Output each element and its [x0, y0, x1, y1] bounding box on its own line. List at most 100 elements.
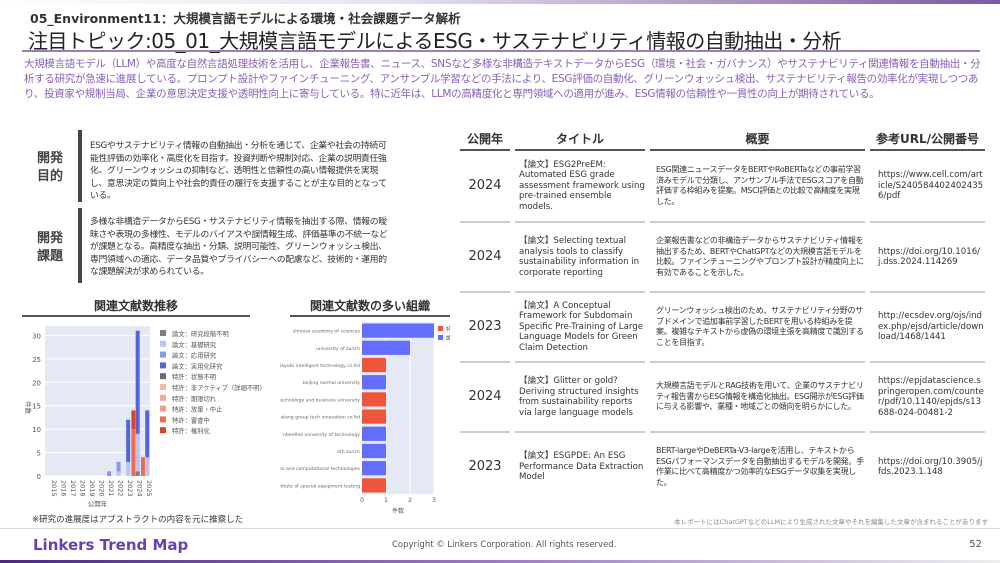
x-tick-label: 1 [384, 497, 388, 504]
org-bar [362, 426, 386, 441]
bar-segment [145, 457, 150, 476]
org-bar [362, 478, 386, 493]
purpose-label: 開発 目的 [36, 151, 63, 184]
llm-disclaimer: 本レポートにはChatGPTなどのLLMにより生成された文章やそれを編集した文章… [674, 518, 988, 526]
legend-label: 特許：審査中 [172, 415, 210, 424]
legend-label: 論文：応用研究 [172, 351, 217, 360]
org-label: federal research center for information … [280, 466, 361, 472]
table-row: 2023 【論文】A Conceptual Framework for Subdo… [460, 291, 985, 361]
row-title: 【論文】Selecting textual analysis tools to … [515, 221, 645, 291]
legend-label: 特許 [446, 325, 450, 333]
table-row: 2024 【論文】Glitter or gold? Deriving struct… [460, 361, 985, 431]
legend-swatch [160, 394, 166, 401]
legend-swatch [160, 427, 166, 434]
legend-swatch [160, 405, 166, 412]
col-url: 参考URL/公開番号 [870, 128, 985, 151]
col-summary: 概要 [650, 128, 865, 151]
bar-segment [135, 433, 140, 472]
row-url[interactable]: http://ecsdev.org/ojs/index.php/ejsd/art… [870, 291, 985, 361]
bar-segment [107, 471, 112, 476]
linkers-logo: Linkers Trend Map [33, 536, 189, 554]
row-summary: ESG関連ニュースデータをBERTやRoBERTaなどの事前学習済みモデルで分類… [656, 165, 864, 206]
bar-segment [126, 461, 131, 476]
x-tick-label: 2024 [136, 480, 144, 497]
footer: Linkers Trend Map Copyright © Linkers Co… [0, 528, 1000, 563]
col-title: タイトル [515, 128, 645, 151]
row-url[interactable]: https://doi.org/10.3905/jfds.2023.1.148 [870, 431, 985, 501]
org-label: nbeidhel university of technology [283, 432, 360, 438]
x-tick-label: 2020 [98, 480, 106, 497]
row-url[interactable]: https://doi.org/10.1016/j.dss.2024.11426… [870, 221, 985, 291]
row-summary: 大規模言語モデルとRAG技術を用いて、企業のサステナビリティ報告書からESG情報… [650, 361, 865, 431]
row-summary: グリーンウォッシュ検出のため、サステナビリティ分野のサブドメインで追加事前学習し… [650, 291, 865, 361]
row-url[interactable]: https://www.cell.com/article/S2405844024… [878, 170, 984, 202]
chart-note: ※研究の進展度はアブストラクトの内容を元に推察した [32, 515, 244, 525]
challenge-label: 開発 課題 [36, 231, 63, 264]
table-row: 2023 【論文】ESGPDE: An ESG Performance Data … [460, 431, 985, 501]
x-tick-label: 2 [408, 497, 412, 504]
org-bar [362, 443, 386, 459]
page-title: 注目トピック:05_01_大規模言語モデルによるESG・サステナビリティ情報の自… [28, 29, 842, 53]
legend-label: 論文 [446, 334, 450, 342]
y-tick-label: 0 [37, 473, 41, 481]
legend-label: 特許：放棄・中止 [172, 405, 222, 414]
row-year: 2024 [468, 177, 502, 193]
org-chart: 0 1 2 3 chinese academy of sciences universit… [280, 322, 450, 515]
legend-swatch [160, 384, 166, 390]
copyright: Copyright © Linkers Corporation. All rig… [392, 540, 617, 550]
legend-label: 特許：権利化 [172, 426, 210, 435]
x-tick-label: 2019 [88, 480, 96, 497]
org-bar [362, 323, 434, 338]
table-row: 2024 【論文】ESG2PreEM: Automated ESG grade a… [460, 151, 985, 221]
row-year: 2023 [460, 431, 510, 501]
legend-label: 特許：期限切れ [172, 394, 217, 403]
org-bar [362, 357, 386, 373]
bar-segment [135, 471, 140, 476]
x-tick-label: 2022 [117, 480, 125, 497]
x-tick-label: 2023 [126, 480, 134, 497]
row-year: 2023 [460, 291, 510, 361]
row-title: 【論文】ESGPDE: An ESG Performance Data Extr… [515, 431, 645, 501]
x-axis-label: 件数 [392, 507, 404, 515]
legend-swatch [438, 335, 443, 340]
purpose-bar [78, 130, 82, 202]
org-bar [362, 340, 410, 355]
purpose-text: ESGやサステナビリティ情報の自動抽出・分析を通じて、企業や社会の持続可能性評価… [90, 141, 387, 201]
legend-label: 特許：非アクティブ（詳細不明） [172, 383, 266, 392]
x-axis-label: 公開年 [88, 499, 108, 508]
bar-segment [116, 461, 121, 472]
reference-table: 公開年 タイトル 概要 参考URL/公開番号 2024 【論文】ESG2PreEM… [455, 128, 990, 501]
legend-label: 論文：基礎研究 [172, 340, 217, 349]
legend-swatch [160, 351, 166, 358]
legend-swatch [160, 330, 166, 336]
title-divider [22, 50, 980, 52]
row-year: 2024 [460, 361, 510, 431]
legend-label: 論文：実用化研究 [172, 361, 223, 370]
row-summary: 企業報告書などの非構造データからサステナビリティ情報を抽出するため、BERTやC… [650, 221, 865, 291]
table-row: 2024 【論文】Selecting textual analysis tools… [460, 221, 985, 291]
row-url[interactable]: https://epjdatascience.springeropen.com/… [870, 361, 985, 431]
challenge-text: 多様な非構造データからESG・サステナビリティ情報を抽出する際、情報の曖昧さや表… [90, 217, 388, 277]
legend-label: 論文：研究段階不明 [172, 329, 229, 338]
org-label: china datang group tech innovation co lt… [280, 415, 360, 421]
y-tick-label: 20 [32, 379, 41, 387]
y-tick-label: 5 [37, 450, 41, 458]
x-tick-label: 2018 [78, 480, 86, 497]
x-tick-label: 2017 [69, 480, 77, 497]
org-label: university of zurich [316, 346, 360, 352]
y-tick-label: 25 [32, 356, 41, 364]
row-summary: BERT-largeやDeBERTa-V3-largeを活用し、テキストからES… [650, 431, 865, 501]
x-tick-label: 2025 [145, 480, 153, 497]
legend-label: 特許：状態不明 [172, 372, 216, 381]
y-tick-label: 10 [32, 426, 41, 434]
org-label: beijing normal university [303, 380, 360, 386]
y-tick-label: 30 [32, 332, 41, 340]
row-title: 【論文】A Conceptual Framework for Subdomain… [515, 291, 645, 361]
legend-swatch [160, 340, 166, 347]
org-label: fujian research institute of special equ… [280, 483, 360, 489]
challenge-bar [78, 208, 82, 283]
y-axis-label: 件数 [24, 401, 33, 415]
row-year: 2024 [460, 221, 510, 291]
bar-segment [135, 330, 140, 434]
